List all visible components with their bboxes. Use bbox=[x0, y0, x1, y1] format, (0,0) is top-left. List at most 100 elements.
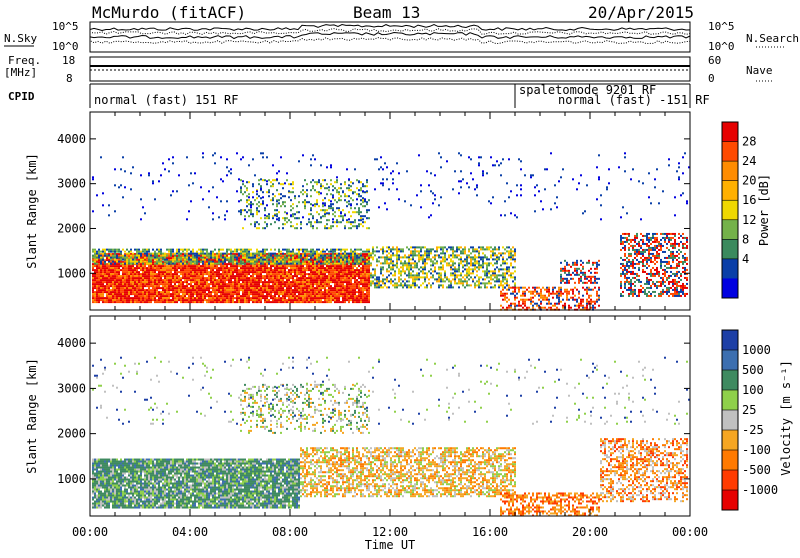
power-cell bbox=[510, 272, 512, 274]
power-cell bbox=[124, 269, 126, 271]
power-cell bbox=[360, 275, 362, 277]
power-cell bbox=[120, 259, 122, 261]
power-cell bbox=[362, 265, 364, 267]
power-cell bbox=[136, 251, 138, 253]
power-cell bbox=[344, 277, 346, 279]
power-cell bbox=[312, 265, 314, 267]
power-cell bbox=[434, 262, 436, 264]
power-cell bbox=[296, 255, 298, 257]
power-cell bbox=[382, 278, 384, 280]
power-cell bbox=[300, 263, 302, 265]
power-cell bbox=[122, 297, 124, 299]
power-cell bbox=[154, 273, 156, 275]
power-cell bbox=[352, 259, 354, 261]
power-cell bbox=[486, 270, 488, 272]
power-cell bbox=[114, 279, 116, 281]
power-cell bbox=[228, 281, 230, 283]
power-cell bbox=[296, 269, 298, 271]
power-cell bbox=[224, 289, 226, 291]
power-cell bbox=[274, 301, 276, 303]
power-cell bbox=[330, 297, 332, 299]
power-cell bbox=[336, 273, 338, 275]
power-cell bbox=[332, 263, 334, 265]
power-cell bbox=[146, 259, 148, 261]
power-cell bbox=[228, 277, 230, 279]
power-cell bbox=[96, 267, 98, 269]
power-cell bbox=[116, 267, 118, 269]
power-cell bbox=[302, 287, 304, 289]
power-cell bbox=[280, 299, 282, 301]
power-cell bbox=[318, 281, 320, 283]
power-cell bbox=[232, 297, 234, 299]
power-cell bbox=[404, 264, 406, 266]
power-cell bbox=[196, 293, 198, 295]
power-cell bbox=[104, 267, 106, 269]
power-cell bbox=[214, 271, 216, 273]
power-cell bbox=[360, 293, 362, 295]
power-cell bbox=[192, 267, 194, 269]
power-cell bbox=[440, 260, 442, 262]
power-cell bbox=[128, 295, 130, 297]
power-cell bbox=[392, 248, 394, 250]
power-cell bbox=[116, 277, 118, 279]
power-cell bbox=[300, 277, 302, 279]
power-cell bbox=[176, 299, 178, 301]
power-cell bbox=[178, 291, 180, 293]
power-cell bbox=[200, 257, 202, 259]
power-cell bbox=[480, 276, 482, 278]
power-cell bbox=[268, 267, 270, 269]
power-cell bbox=[184, 271, 186, 273]
power-cell bbox=[298, 249, 300, 251]
power-cell bbox=[156, 299, 158, 301]
power-cell bbox=[304, 291, 306, 293]
power-cell bbox=[206, 251, 208, 253]
power-cell bbox=[136, 289, 138, 291]
power-cell bbox=[300, 283, 302, 285]
power-cell bbox=[318, 287, 320, 289]
power-cell bbox=[156, 295, 158, 297]
power-cell bbox=[452, 262, 454, 264]
power-cell bbox=[356, 271, 358, 273]
power-cell bbox=[368, 257, 370, 259]
power-cell bbox=[460, 272, 462, 274]
power-cell bbox=[336, 269, 338, 271]
power-cell bbox=[260, 289, 262, 291]
power-cell bbox=[350, 271, 352, 273]
power-cell bbox=[336, 277, 338, 279]
power-cell bbox=[290, 269, 292, 271]
power-cell bbox=[190, 281, 192, 283]
power-cell bbox=[380, 284, 382, 286]
power-cell bbox=[258, 253, 260, 255]
power-cell bbox=[330, 259, 332, 261]
nave-label: Nave bbox=[746, 64, 773, 77]
power-cell bbox=[272, 297, 274, 299]
power-cell bbox=[182, 281, 184, 283]
power-cell bbox=[146, 273, 148, 275]
power-cell bbox=[148, 293, 150, 295]
power-cell bbox=[404, 262, 406, 264]
power-cell bbox=[266, 283, 268, 285]
power-cell bbox=[182, 275, 184, 277]
power-cell bbox=[298, 283, 300, 285]
power-cell bbox=[172, 265, 174, 267]
power-cell bbox=[486, 262, 488, 264]
power-cell bbox=[168, 277, 170, 279]
power-cell bbox=[438, 246, 440, 248]
power-cell bbox=[342, 277, 344, 279]
power-cell bbox=[316, 265, 318, 267]
power-cell bbox=[288, 297, 290, 299]
power-cell bbox=[460, 252, 462, 254]
power-cell bbox=[414, 248, 416, 250]
power-cell bbox=[496, 262, 498, 264]
power-cell bbox=[308, 287, 310, 289]
power-cell bbox=[160, 273, 162, 275]
power-cell bbox=[226, 293, 228, 295]
power-cell bbox=[378, 282, 380, 284]
power-cell bbox=[264, 297, 266, 299]
power-cell bbox=[210, 291, 212, 293]
power-cell bbox=[452, 248, 454, 250]
power-cell bbox=[164, 263, 166, 265]
power-cell bbox=[98, 263, 100, 265]
beam-title: Beam 13 bbox=[353, 3, 420, 22]
power-cell bbox=[302, 297, 304, 299]
